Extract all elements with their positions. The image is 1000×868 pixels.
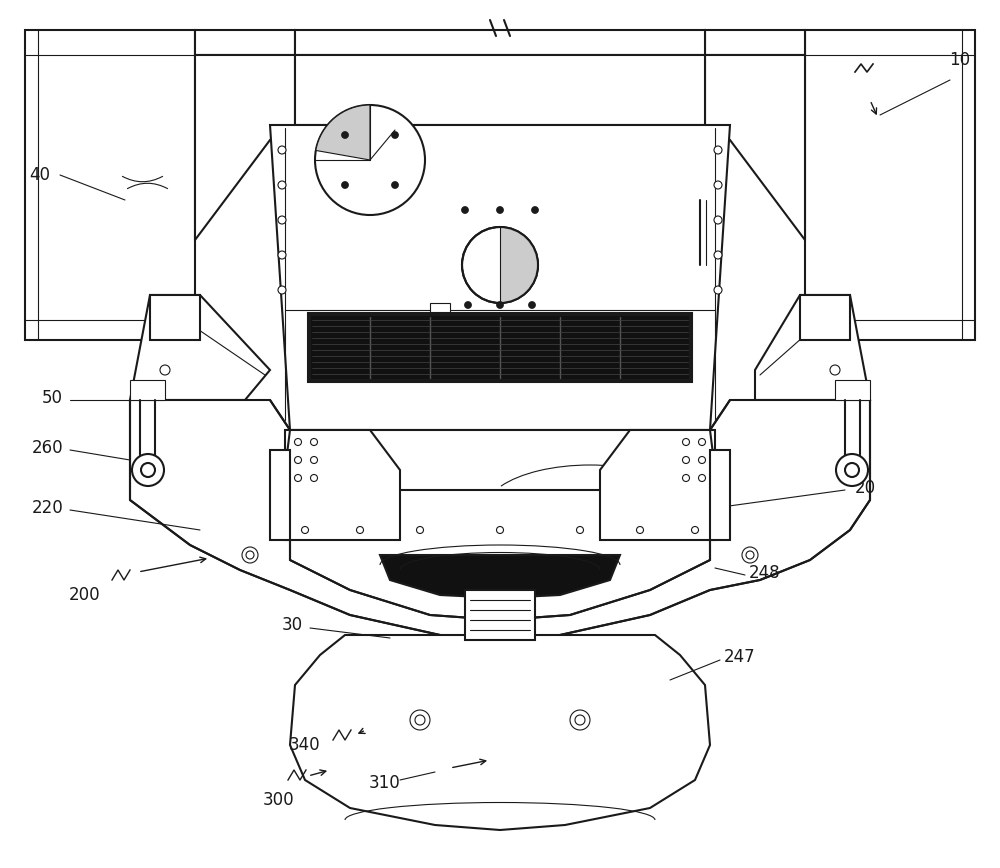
Text: 10: 10 bbox=[949, 51, 971, 69]
Circle shape bbox=[682, 475, 690, 482]
Circle shape bbox=[464, 301, 472, 308]
Circle shape bbox=[830, 365, 840, 375]
Polygon shape bbox=[755, 295, 870, 400]
Circle shape bbox=[392, 131, 398, 139]
Circle shape bbox=[294, 475, 302, 482]
Polygon shape bbox=[310, 315, 690, 380]
Circle shape bbox=[742, 547, 758, 563]
Circle shape bbox=[132, 454, 164, 486]
Polygon shape bbox=[600, 430, 715, 540]
Circle shape bbox=[242, 547, 258, 563]
Circle shape bbox=[160, 365, 170, 375]
Circle shape bbox=[410, 710, 430, 730]
Circle shape bbox=[416, 527, 424, 534]
Text: 50: 50 bbox=[42, 389, 62, 407]
Circle shape bbox=[714, 146, 722, 154]
Polygon shape bbox=[25, 30, 195, 340]
Circle shape bbox=[302, 527, 308, 534]
Polygon shape bbox=[270, 125, 730, 430]
Circle shape bbox=[532, 207, 538, 214]
Circle shape bbox=[342, 181, 349, 188]
Polygon shape bbox=[465, 590, 535, 640]
Circle shape bbox=[682, 457, 690, 464]
Polygon shape bbox=[705, 30, 805, 55]
Circle shape bbox=[356, 527, 364, 534]
Wedge shape bbox=[316, 105, 370, 160]
Text: 20: 20 bbox=[854, 479, 876, 497]
Polygon shape bbox=[195, 55, 295, 240]
Circle shape bbox=[714, 286, 722, 294]
Circle shape bbox=[310, 438, 318, 445]
Polygon shape bbox=[150, 295, 200, 340]
Text: 40: 40 bbox=[30, 166, 50, 184]
Circle shape bbox=[496, 527, 504, 534]
Circle shape bbox=[845, 463, 859, 477]
Circle shape bbox=[278, 286, 286, 294]
Circle shape bbox=[714, 251, 722, 259]
Text: 340: 340 bbox=[289, 736, 321, 754]
Polygon shape bbox=[710, 450, 730, 540]
Text: 30: 30 bbox=[281, 616, 303, 634]
Polygon shape bbox=[295, 55, 705, 125]
Circle shape bbox=[315, 105, 425, 215]
Circle shape bbox=[278, 216, 286, 224]
Text: 260: 260 bbox=[32, 439, 64, 457]
Circle shape bbox=[294, 438, 302, 445]
Circle shape bbox=[698, 475, 706, 482]
Circle shape bbox=[576, 527, 584, 534]
Wedge shape bbox=[500, 227, 538, 303]
Text: 247: 247 bbox=[724, 648, 756, 666]
Polygon shape bbox=[835, 380, 870, 400]
Polygon shape bbox=[130, 400, 870, 638]
Circle shape bbox=[310, 475, 318, 482]
Circle shape bbox=[278, 181, 286, 189]
Circle shape bbox=[575, 715, 585, 725]
Text: 300: 300 bbox=[262, 791, 294, 809]
Polygon shape bbox=[380, 555, 620, 598]
Text: 200: 200 bbox=[69, 586, 101, 604]
Circle shape bbox=[714, 181, 722, 189]
Circle shape bbox=[415, 715, 425, 725]
Circle shape bbox=[310, 457, 318, 464]
Circle shape bbox=[246, 551, 254, 559]
Text: 310: 310 bbox=[369, 774, 401, 792]
Polygon shape bbox=[430, 303, 450, 313]
Circle shape bbox=[294, 457, 302, 464]
Circle shape bbox=[342, 131, 349, 139]
Circle shape bbox=[692, 527, 698, 534]
Circle shape bbox=[141, 463, 155, 477]
Circle shape bbox=[836, 454, 868, 486]
Circle shape bbox=[714, 216, 722, 224]
Circle shape bbox=[570, 710, 590, 730]
Polygon shape bbox=[800, 295, 850, 340]
Circle shape bbox=[698, 438, 706, 445]
Polygon shape bbox=[290, 635, 710, 830]
Circle shape bbox=[698, 457, 706, 464]
Circle shape bbox=[637, 527, 644, 534]
Polygon shape bbox=[130, 295, 270, 400]
Polygon shape bbox=[295, 30, 705, 55]
Circle shape bbox=[496, 207, 504, 214]
Polygon shape bbox=[705, 55, 805, 240]
Text: 220: 220 bbox=[32, 499, 64, 517]
Polygon shape bbox=[285, 430, 400, 540]
Circle shape bbox=[496, 301, 504, 308]
Circle shape bbox=[462, 227, 538, 303]
Circle shape bbox=[278, 251, 286, 259]
Polygon shape bbox=[805, 30, 975, 340]
Circle shape bbox=[746, 551, 754, 559]
Text: 248: 248 bbox=[749, 564, 781, 582]
Circle shape bbox=[462, 207, 468, 214]
Circle shape bbox=[392, 181, 398, 188]
Circle shape bbox=[682, 438, 690, 445]
Polygon shape bbox=[270, 450, 290, 540]
Circle shape bbox=[278, 146, 286, 154]
Circle shape bbox=[528, 301, 536, 308]
Polygon shape bbox=[195, 30, 295, 55]
Polygon shape bbox=[130, 380, 165, 400]
Polygon shape bbox=[285, 430, 715, 490]
